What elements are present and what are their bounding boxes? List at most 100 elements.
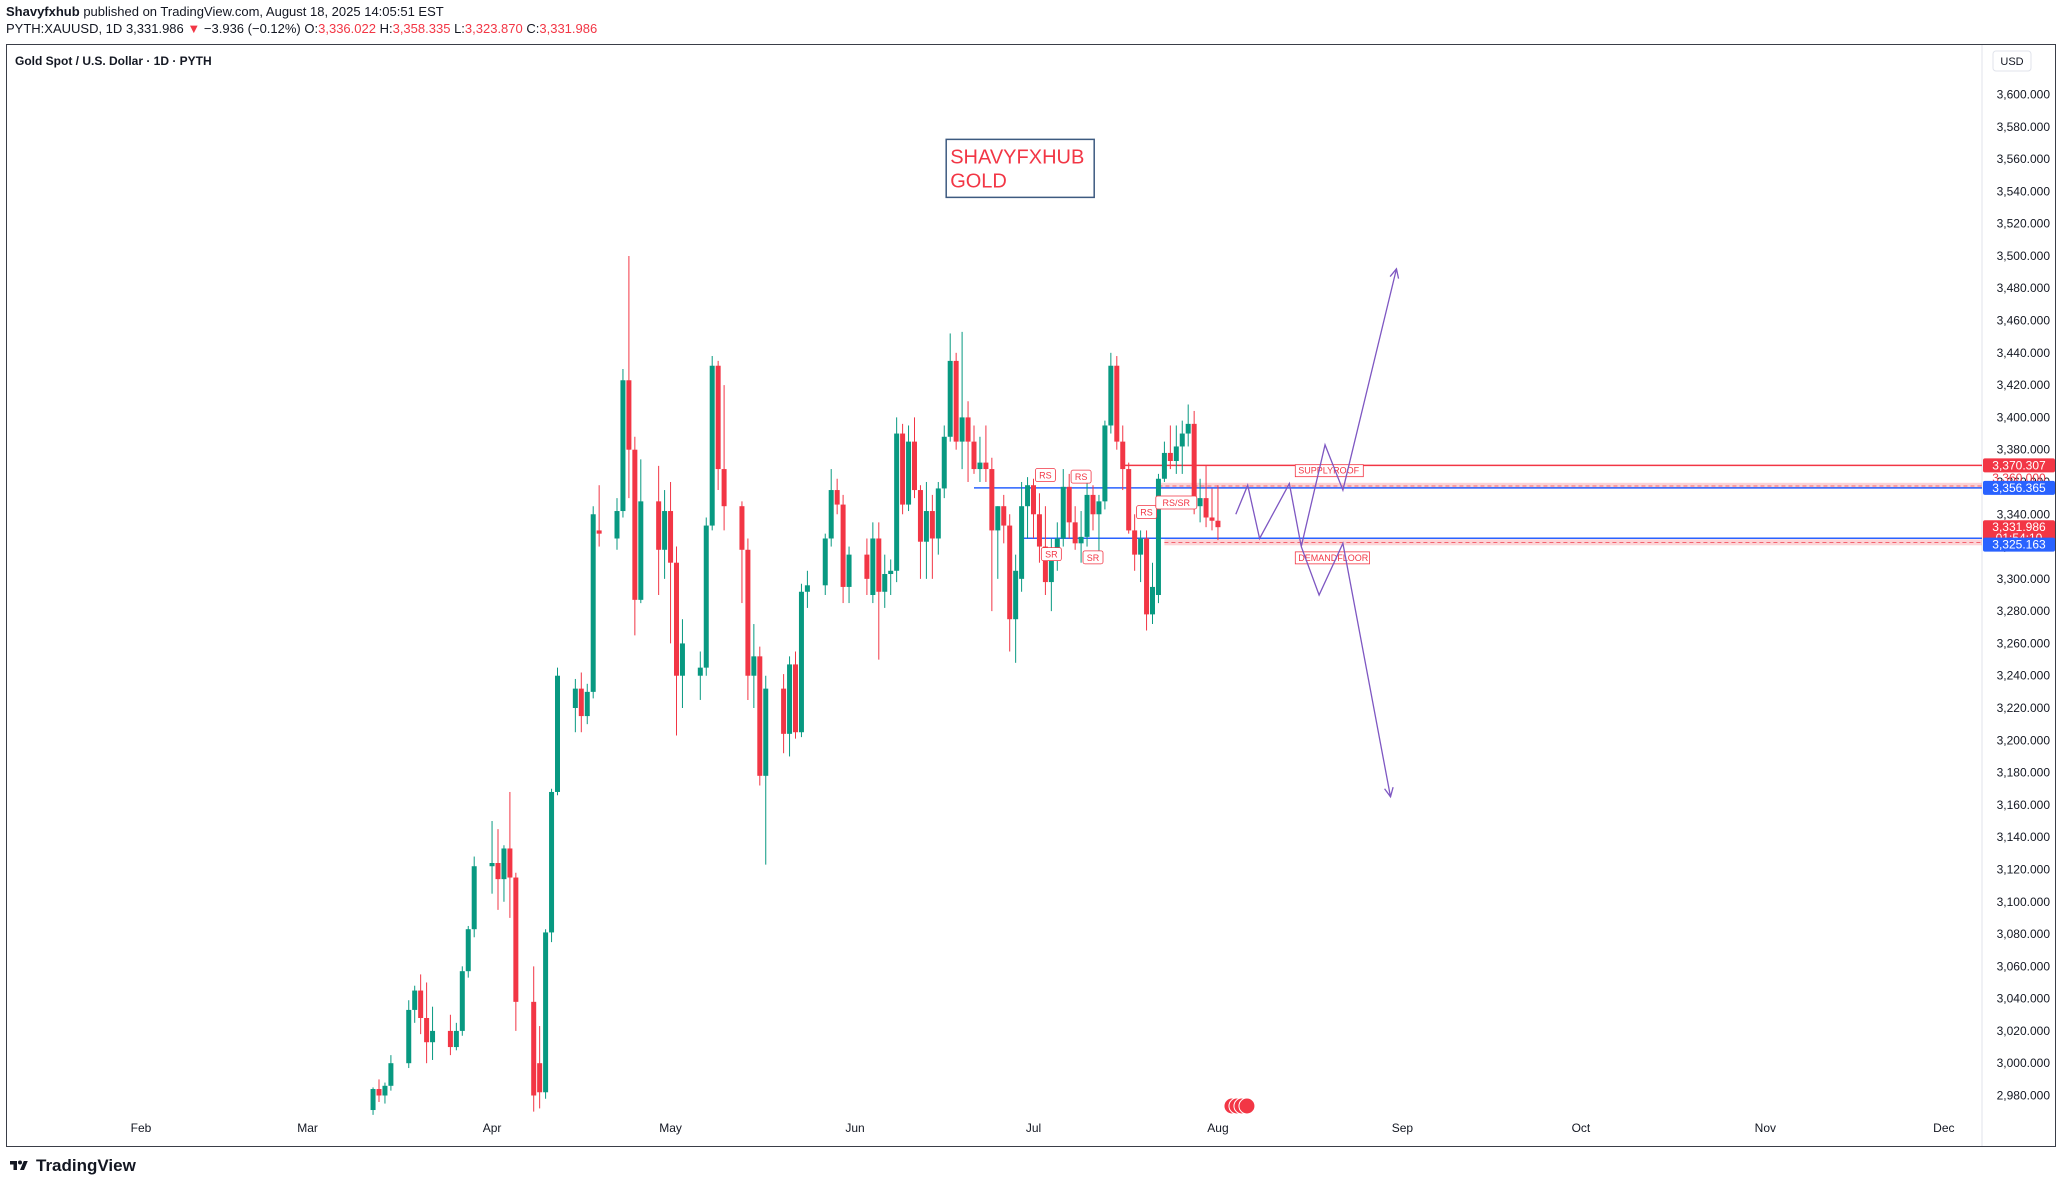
candle-body-up bbox=[471, 866, 477, 930]
supply-zone bbox=[1158, 482, 1982, 489]
x-tick-label: May bbox=[659, 1121, 682, 1135]
x-tick-label: Sep bbox=[1392, 1121, 1414, 1135]
support-price-tag-bg bbox=[1983, 537, 2055, 552]
x-tick-label: Mar bbox=[297, 1121, 318, 1135]
sr-marker-label: SR bbox=[1087, 553, 1100, 563]
y-tick-label: 3,520.000 bbox=[1997, 217, 2051, 231]
brand-name: TradingView bbox=[36, 1156, 136, 1175]
sr-marker-label: RS bbox=[1039, 471, 1052, 481]
candle-body-down bbox=[578, 688, 584, 717]
sr-marker: RS bbox=[1070, 469, 1092, 484]
tradingview-footer[interactable]: TradingView bbox=[8, 1156, 136, 1176]
candle-body-down bbox=[418, 990, 424, 1018]
candle-body-up bbox=[804, 585, 810, 592]
publish-info: Shavyfxhub published on TradingView.com,… bbox=[6, 4, 444, 19]
candle-body-down bbox=[626, 380, 632, 450]
sr-marker-box bbox=[1070, 469, 1092, 484]
candle-body-down bbox=[513, 877, 519, 1002]
candle-body-up bbox=[959, 417, 965, 442]
y-tick-label: 3,080.000 bbox=[1997, 927, 2051, 941]
x-tick-label: Aug bbox=[1207, 1121, 1228, 1135]
candle-body-down bbox=[1001, 506, 1007, 526]
candle-body-up bbox=[882, 574, 888, 592]
zone-label-text: DEMANDFLOOR bbox=[1298, 553, 1369, 563]
resistance-price-tag-text: 3,356.365 bbox=[1992, 481, 2046, 495]
y-tick-label: 3,460.000 bbox=[1997, 314, 2051, 328]
candle-body-down bbox=[989, 469, 995, 531]
candle-body-down bbox=[1144, 538, 1150, 615]
candle-body-down bbox=[1072, 522, 1078, 544]
zone-label-box bbox=[1294, 551, 1370, 565]
x-tick-label: Jun bbox=[845, 1121, 864, 1135]
candle-body-down bbox=[1215, 520, 1221, 528]
candle-body-down bbox=[1203, 498, 1209, 518]
y-tick-label: 3,020.000 bbox=[1997, 1024, 2051, 1038]
candle-body-up bbox=[828, 490, 834, 539]
candle-body-up bbox=[572, 688, 578, 709]
candle-body-up bbox=[906, 441, 912, 505]
candle-body-down bbox=[912, 441, 917, 491]
candle-body-up bbox=[709, 365, 715, 526]
candle-body-up bbox=[662, 511, 668, 550]
y-tick-label: 3,300.000 bbox=[1997, 572, 2051, 586]
candle-body-up bbox=[787, 664, 793, 734]
sr-marker: RS bbox=[1035, 468, 1056, 482]
candle-body-up bbox=[1185, 423, 1191, 434]
y-tick-label: 3,440.000 bbox=[1997, 346, 2051, 360]
y-tick-label: 3,220.000 bbox=[1997, 701, 2051, 715]
chart-frame[interactable]: Gold Spot / U.S. Dollar · 1D · PYTH USD 2,… bbox=[6, 44, 2056, 1147]
candle-body-down bbox=[781, 688, 787, 734]
y-tick-label: 3,480.000 bbox=[1997, 281, 2051, 295]
price-change: −3.936 (−0.12%) bbox=[203, 21, 301, 36]
candle-body-up bbox=[465, 929, 471, 972]
candle-body-down bbox=[507, 848, 513, 878]
candle-body-up bbox=[430, 1030, 436, 1043]
candle-body-up bbox=[1054, 538, 1060, 555]
candle-body-up bbox=[941, 436, 947, 489]
candle-body-up bbox=[1060, 486, 1066, 539]
candle-body-down bbox=[864, 554, 870, 579]
candle-body-down bbox=[929, 511, 935, 539]
low-value: 3,323.870 bbox=[464, 21, 523, 36]
y-tick-label: 3,600.000 bbox=[1997, 88, 2051, 102]
ohlc-line: PYTH:XAUUSD, 1D 3,331.986 ▼ −3.936 (−0.1… bbox=[6, 21, 597, 36]
candle-body-down bbox=[1120, 441, 1126, 470]
candle-body-up bbox=[1048, 554, 1054, 583]
currency-button bbox=[1992, 50, 2032, 72]
candle-body-up bbox=[1138, 538, 1144, 555]
published-text: published on TradingView.com, August 18,… bbox=[83, 4, 444, 19]
x-tick-label: Dec bbox=[1933, 1121, 1954, 1135]
y-tick-label: 3,580.000 bbox=[1997, 120, 2051, 134]
candle-body-up bbox=[977, 462, 983, 470]
candle-body-down bbox=[793, 664, 798, 733]
candle-body-up bbox=[894, 433, 900, 571]
candle-body-up bbox=[459, 971, 465, 1031]
sr-marker: RS/SR bbox=[1155, 495, 1198, 510]
support-price-tag: 3,325.163 bbox=[1983, 537, 2055, 552]
y-tick-label: 3,380.000 bbox=[1997, 443, 2051, 457]
candle-body-down bbox=[376, 1089, 382, 1096]
candle-body-down bbox=[757, 656, 763, 776]
symbol-label: PYTH:XAUUSD, 1D bbox=[6, 21, 123, 36]
y-tick-label: 3,260.000 bbox=[1997, 636, 2051, 650]
candle-body-down bbox=[537, 1063, 543, 1093]
open-value: 3,336.022 bbox=[318, 21, 376, 36]
zone-label: SUPPLYROOF bbox=[1294, 464, 1364, 478]
candle-body-down bbox=[983, 462, 989, 470]
candle-body-up bbox=[1019, 506, 1025, 579]
high-label: H: bbox=[379, 21, 393, 36]
candle-body-up bbox=[751, 656, 757, 676]
currency-label: USD bbox=[2000, 56, 2023, 68]
x-tick-label: Oct bbox=[1572, 1121, 1591, 1135]
author-name[interactable]: Shavyfxhub bbox=[6, 4, 80, 19]
candle-body-up bbox=[638, 501, 644, 600]
watermark-box bbox=[945, 138, 1095, 199]
y-tick-label: 3,420.000 bbox=[1997, 378, 2051, 392]
candle-body-up bbox=[1084, 494, 1090, 537]
candle-body-up bbox=[543, 932, 549, 1093]
candle-body-up bbox=[888, 570, 894, 575]
candle-body-up bbox=[1150, 586, 1155, 615]
candle-body-down bbox=[1007, 525, 1013, 620]
price-chart[interactable]: Gold Spot / U.S. Dollar · 1D · PYTH USD 2,… bbox=[7, 45, 2055, 1146]
candle-body-down bbox=[900, 433, 906, 505]
